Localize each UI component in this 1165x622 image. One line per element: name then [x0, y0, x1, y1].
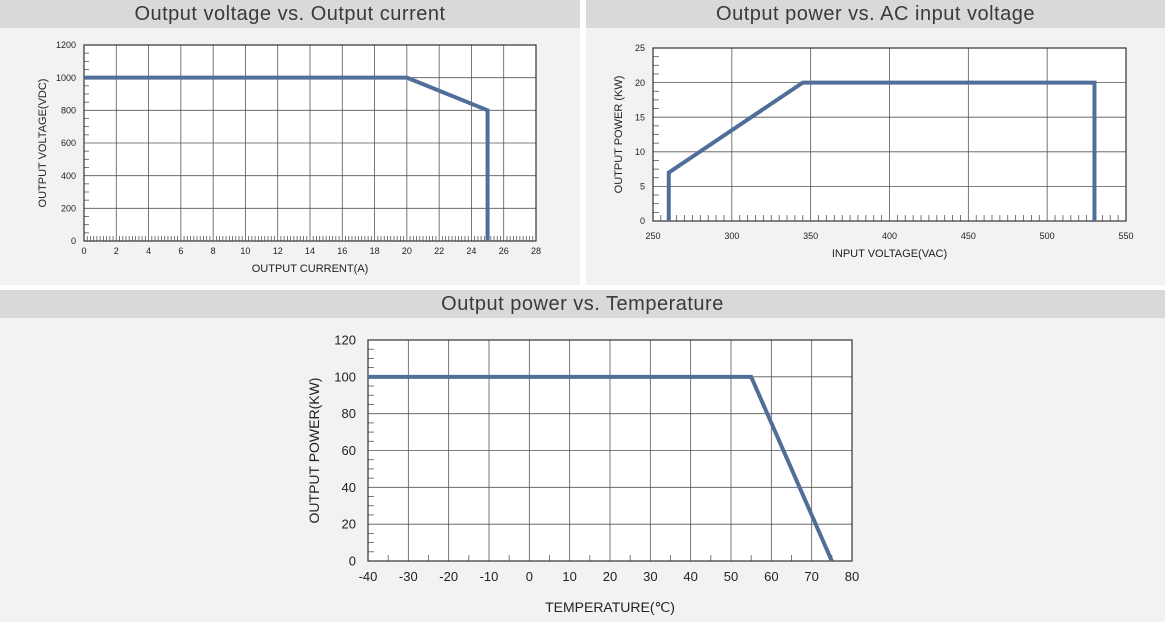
x-tick-label: 18	[370, 246, 380, 256]
chart-title: Output voltage vs. Output current	[0, 0, 580, 28]
x-tick-label: 26	[499, 246, 509, 256]
x-tick-label: 0	[526, 569, 533, 584]
x-tick-label: 40	[683, 569, 697, 584]
x-tick-label: 4	[146, 246, 151, 256]
y-axis-title: OUTPUT POWER(KW)	[306, 378, 322, 524]
x-tick-label: 20	[603, 569, 617, 584]
x-tick-label: 6	[178, 246, 183, 256]
y-axis-title: OUTPUT POWER (KW)	[613, 76, 625, 194]
y-tick-label: 600	[61, 138, 76, 148]
x-tick-label: 12	[273, 246, 283, 256]
y-tick-label: 40	[342, 480, 356, 495]
chart-voltage-current: 0 2 4 6 8 10 12 14 16 18 20 22 24 26 28020040060080010…	[37, 40, 541, 275]
y-tick-label: 60	[342, 443, 356, 458]
series-line	[368, 374, 834, 562]
chart-title: Output power vs. AC input voltage	[586, 0, 1165, 28]
x-tick-label: 28	[531, 246, 541, 256]
chart-panel-power-input-voltage: Output power vs. AC input voltage 250 300…	[586, 0, 1165, 285]
x-tick-label: 400	[882, 231, 897, 241]
x-tick-label: 70	[804, 569, 818, 584]
x-tick-label: 300	[724, 231, 739, 241]
x-tick-label: 22	[434, 246, 444, 256]
x-tick-label: 14	[305, 246, 315, 256]
y-axis-title: OUTPUT VOLTAGE(VDC)	[37, 79, 49, 208]
y-tick-label: 800	[61, 105, 76, 115]
x-tick-label: 10	[240, 246, 250, 256]
x-tick-label: 80	[845, 569, 859, 584]
plot-frame	[652, 47, 1127, 222]
plot-frame	[367, 339, 853, 562]
x-tick-label: -30	[399, 569, 418, 584]
chart-title: Output power vs. Temperature	[0, 290, 1165, 318]
x-tick-label: 20	[402, 246, 412, 256]
x-tick-label: 550	[1118, 231, 1133, 241]
x-tick-label: 8	[211, 246, 216, 256]
y-tick-label: 10	[635, 147, 645, 157]
x-tick-label: 16	[337, 246, 347, 256]
x-tick-label: 30	[643, 569, 657, 584]
y-tick-label: 25	[635, 43, 645, 53]
x-tick-label: -40	[359, 569, 378, 584]
y-tick-label: 20	[342, 517, 356, 532]
x-tick-label: 10	[562, 569, 576, 584]
x-axis-title: INPUT VOLTAGE(VAC)	[832, 248, 947, 260]
y-tick-label: 15	[635, 112, 645, 122]
x-tick-label: -10	[480, 569, 499, 584]
x-tick-label: 24	[466, 246, 476, 256]
y-tick-label: 5	[640, 182, 645, 192]
y-tick-label: 120	[334, 333, 356, 348]
x-tick-label: 0	[81, 246, 86, 256]
y-tick-label: 80	[342, 406, 356, 421]
x-tick-label: 350	[803, 231, 818, 241]
chart-power-input-voltage: 250 300 350 400 450 500 550 0 5 10 15 20 25 INPUT VOL…	[613, 43, 1134, 260]
plot-frame	[83, 44, 537, 242]
x-tick-label: -20	[439, 569, 458, 584]
y-tick-label: 0	[71, 236, 76, 246]
chart-panel-power-temperature: Output power vs. Temperature -40 -30 -20 -1…	[0, 290, 1165, 622]
y-tick-label: 20	[635, 78, 645, 88]
x-axis-title: TEMPERATURE(℃)	[545, 599, 675, 615]
y-tick-label: 0	[349, 554, 356, 569]
y-tick-label: 100	[334, 369, 356, 384]
chart-power-temperature: -40 -30 -20 -10 0 10 20 30 40 50 60 70 80 0 20 40 60 80 10…	[306, 333, 859, 615]
series-line	[666, 80, 1097, 221]
x-tick-label: 50	[724, 569, 738, 584]
x-tick-label: 60	[764, 569, 778, 584]
y-tick-label: 200	[61, 203, 76, 213]
y-tick-label: 1200	[56, 40, 76, 50]
x-tick-label: 2	[114, 246, 119, 256]
x-tick-label: 500	[1040, 231, 1055, 241]
x-tick-label: 250	[645, 231, 660, 241]
series-line	[84, 75, 490, 241]
x-tick-label: 450	[961, 231, 976, 241]
y-tick-label: 400	[61, 171, 76, 181]
x-axis-title: OUTPUT CURRENT(A)	[252, 263, 369, 275]
y-tick-label: 0	[640, 216, 645, 226]
y-tick-label: 1000	[56, 73, 76, 83]
